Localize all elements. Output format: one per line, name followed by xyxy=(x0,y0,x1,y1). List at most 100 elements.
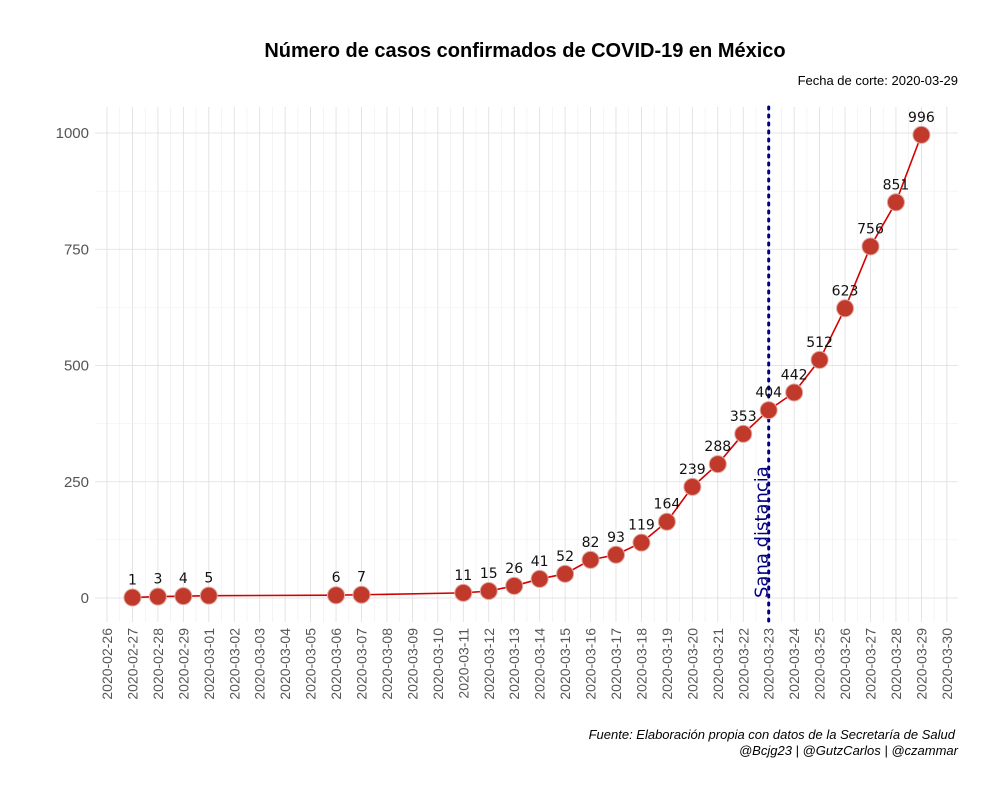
x-tick-label: 2020-03-03 xyxy=(252,628,268,700)
data-label: 996 xyxy=(908,110,935,126)
x-tick-label: 2020-03-01 xyxy=(201,628,217,700)
data-label: 442 xyxy=(781,367,808,383)
data-label: 756 xyxy=(857,221,884,237)
x-tick-label: 2020-03-17 xyxy=(608,628,624,700)
grid-lines xyxy=(95,107,958,622)
data-label: 353 xyxy=(730,409,757,425)
x-tick-label: 2020-03-22 xyxy=(735,628,751,700)
data-point xyxy=(708,455,727,474)
data-label: 3 xyxy=(153,572,162,588)
data-label: 41 xyxy=(531,554,549,570)
y-tick-label: 750 xyxy=(64,241,89,258)
x-axis-ticks: 2020-02-26 2020-02-27 2020-02-28 2020-02-29… xyxy=(99,628,955,700)
x-tick-label: 2020-03-24 xyxy=(786,628,802,700)
data-point xyxy=(530,569,549,588)
data-label: 851 xyxy=(883,177,910,193)
data-point xyxy=(505,576,524,595)
x-tick-label: 2020-02-27 xyxy=(124,628,140,700)
data-point xyxy=(556,564,575,583)
y-tick-label: 500 xyxy=(64,358,89,375)
data-label: 288 xyxy=(704,439,731,455)
data-points xyxy=(123,125,931,607)
x-tick-label: 2020-03-16 xyxy=(583,628,599,700)
caption-authors: @Bcjg23 | @GutzCarlos | @czammar xyxy=(739,743,959,758)
data-label: 5 xyxy=(204,571,213,587)
data-point xyxy=(327,586,346,605)
data-label: 26 xyxy=(505,561,523,577)
data-point xyxy=(581,550,600,569)
x-tick-label: 2020-03-09 xyxy=(404,628,420,700)
x-tick-label: 2020-03-14 xyxy=(532,628,548,700)
x-tick-label: 2020-03-23 xyxy=(761,628,777,700)
data-label: 119 xyxy=(628,518,655,534)
data-point xyxy=(734,424,753,443)
data-point xyxy=(785,383,804,402)
data-label: 15 xyxy=(480,566,498,582)
data-label: 1 xyxy=(128,573,137,589)
data-point xyxy=(886,193,905,212)
x-tick-label: 2020-02-28 xyxy=(150,628,166,700)
x-tick-label: 2020-03-05 xyxy=(303,628,319,700)
x-tick-label: 2020-03-11 xyxy=(455,628,471,699)
reference-line-group: Sana distancia xyxy=(752,105,773,624)
reference-line-label: Sana distancia xyxy=(752,466,773,598)
y-tick-label: 1000 xyxy=(56,125,89,142)
data-point xyxy=(123,588,142,607)
data-point xyxy=(479,582,498,601)
chart-title: Número de casos confirmados de COVID-19 … xyxy=(264,40,785,62)
data-label: 7 xyxy=(357,570,366,586)
data-point xyxy=(174,587,193,606)
x-tick-label: 2020-03-26 xyxy=(837,628,853,700)
data-label: 93 xyxy=(607,530,625,546)
x-tick-label: 2020-03-07 xyxy=(354,628,370,700)
x-tick-label: 2020-03-15 xyxy=(557,628,573,700)
data-label: 82 xyxy=(582,535,600,551)
x-tick-label: 2020-03-20 xyxy=(684,628,700,700)
x-tick-label: 2020-03-25 xyxy=(812,628,828,700)
chart-subtitle: Fecha de corte: 2020-03-29 xyxy=(798,73,958,88)
y-tick-label: 0 xyxy=(81,590,89,607)
x-tick-label: 2020-03-28 xyxy=(888,628,904,700)
x-tick-label: 2020-03-18 xyxy=(633,628,649,700)
caption-source: Fuente: Elaboración propia con datos de … xyxy=(589,727,956,742)
data-point xyxy=(632,533,651,552)
data-label: 239 xyxy=(679,462,706,478)
x-tick-label: 2020-03-27 xyxy=(863,628,879,700)
data-point xyxy=(657,512,676,531)
x-tick-label: 2020-03-29 xyxy=(913,628,929,700)
data-point xyxy=(352,585,371,604)
data-point xyxy=(454,583,473,602)
data-point xyxy=(861,237,880,256)
data-point xyxy=(148,587,167,606)
x-tick-label: 2020-03-06 xyxy=(328,628,344,700)
data-label: 11 xyxy=(454,568,472,584)
x-tick-label: 2020-02-29 xyxy=(175,628,191,700)
data-point xyxy=(912,125,931,144)
x-tick-label: 2020-03-04 xyxy=(277,628,293,700)
data-label: 6 xyxy=(332,570,341,586)
x-tick-label: 2020-03-12 xyxy=(481,628,497,700)
y-tick-label: 250 xyxy=(64,474,89,491)
x-tick-label: 2020-03-30 xyxy=(939,628,955,700)
y-axis-ticks: 0 250 500 750 1000 xyxy=(56,125,89,607)
data-label: 623 xyxy=(832,283,859,299)
x-tick-label: 2020-03-10 xyxy=(430,628,446,700)
data-point xyxy=(759,401,778,420)
data-point xyxy=(607,545,625,564)
x-tick-label: 2020-03-02 xyxy=(226,628,242,700)
x-tick-label: 2020-03-19 xyxy=(659,628,675,700)
data-label: 512 xyxy=(806,335,833,351)
x-tick-label: 2020-03-21 xyxy=(710,628,726,700)
x-tick-label: 2020-03-13 xyxy=(506,628,522,700)
data-label: 4 xyxy=(179,571,188,587)
data-point xyxy=(683,477,702,496)
data-point xyxy=(199,586,218,605)
data-label: 404 xyxy=(755,385,782,401)
x-tick-label: 2020-02-26 xyxy=(99,628,115,700)
data-point xyxy=(810,350,829,369)
data-label: 52 xyxy=(556,549,574,565)
x-tick-label: 2020-03-08 xyxy=(379,628,395,700)
data-label: 164 xyxy=(654,497,681,513)
